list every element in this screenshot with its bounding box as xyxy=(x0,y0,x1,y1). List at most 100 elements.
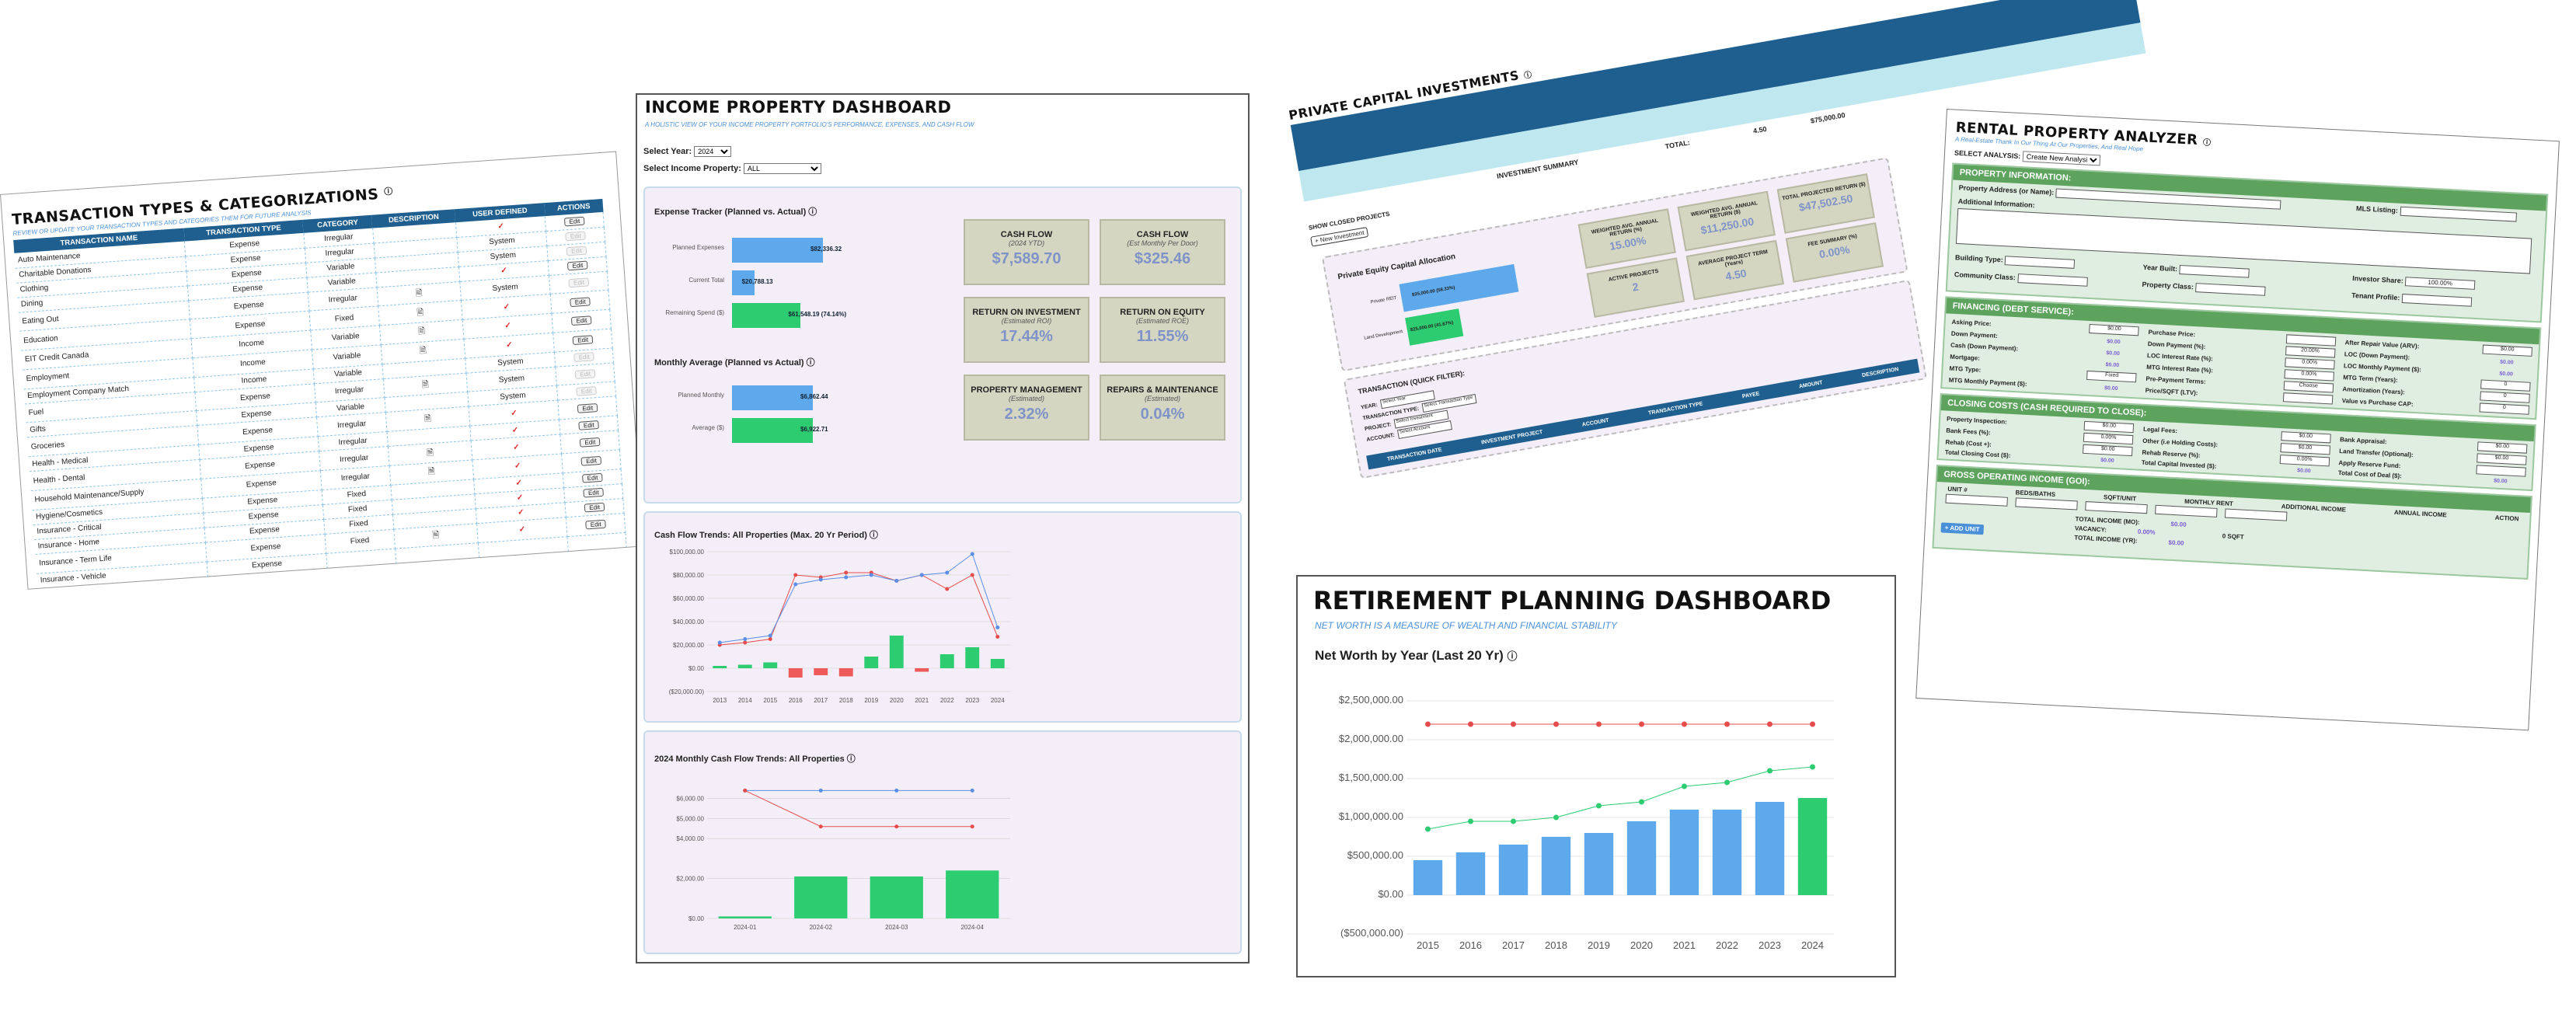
info-icon[interactable]: ⓘ xyxy=(1523,71,1533,81)
field-input[interactable]: 0.00% xyxy=(2284,357,2335,370)
line-point xyxy=(970,788,974,793)
building-type-select[interactable] xyxy=(2004,256,2076,269)
show-closed-toggle[interactable]: SHOW CLOSED PROJECTS xyxy=(1308,210,1391,232)
document-icon[interactable]: 🗎 xyxy=(421,380,430,390)
field-input[interactable]: $0.00 xyxy=(2104,385,2118,392)
field-input[interactable]: $0.00 xyxy=(2100,457,2114,464)
edit-button[interactable]: Edit xyxy=(578,420,600,430)
field-input[interactable]: $0.00 xyxy=(2482,344,2532,357)
info-icon[interactable]: ⓘ xyxy=(2202,138,2212,148)
field-label: Asking Price: xyxy=(1951,318,1992,327)
kpi-heading: PROPERTY MANAGEMENT xyxy=(971,385,1082,395)
beds-input[interactable] xyxy=(2015,497,2078,510)
info-icon[interactable]: ⓘ xyxy=(869,531,878,540)
field-input[interactable]: $0.00 xyxy=(2296,468,2311,475)
investor-share-input[interactable]: 100.00% xyxy=(2404,277,2476,290)
field-label: Legal Fees: xyxy=(2142,425,2178,434)
bar-fill xyxy=(732,238,823,263)
field-input[interactable]: 0 xyxy=(2479,402,2530,415)
info-icon[interactable]: ⓘ xyxy=(806,358,815,368)
x-tick-label: 2024-04 xyxy=(961,924,985,931)
select-year-dropdown[interactable]: 2024 xyxy=(694,146,732,157)
edit-button[interactable]: Edit xyxy=(572,335,594,346)
edit-button[interactable]: Edit xyxy=(566,246,587,256)
field-input[interactable]: $0.00 xyxy=(2105,361,2120,368)
info-icon[interactable]: ⓘ xyxy=(846,754,856,764)
document-icon[interactable]: 🗎 xyxy=(427,467,436,477)
kpi-card: PROPERTY MANAGEMENT (Estimated) 2.32% xyxy=(964,375,1089,441)
field-input[interactable]: $0.00 xyxy=(2083,444,2133,457)
field-input[interactable]: $0.00 xyxy=(2493,478,2508,485)
select-analysis-dropdown[interactable]: Create New Analysis xyxy=(2022,151,2101,166)
field-input[interactable] xyxy=(2285,334,2336,347)
info-icon[interactable]: ⓘ xyxy=(808,207,817,217)
document-icon[interactable]: 🗎 xyxy=(415,288,423,298)
property-class-select[interactable] xyxy=(2195,283,2266,296)
edit-button[interactable]: Edit xyxy=(584,502,605,513)
field-input[interactable]: $0.00 xyxy=(2477,441,2528,454)
field-input[interactable]: $0.00 xyxy=(2089,324,2139,336)
field-input[interactable]: $0.00 xyxy=(2106,350,2121,357)
field-input[interactable]: $0.00 xyxy=(2499,359,2514,366)
document-icon[interactable]: 🗎 xyxy=(417,308,424,318)
field-input[interactable]: 20.00% xyxy=(2285,346,2336,358)
tenant-profile-select[interactable] xyxy=(2401,294,2473,307)
document-icon[interactable]: 🗎 xyxy=(426,448,434,458)
pc-kpi-card: ACTIVE PROJECTS 2 xyxy=(1586,257,1685,318)
select-property-dropdown[interactable]: ALL xyxy=(744,163,821,174)
unit-input[interactable] xyxy=(1945,493,2008,507)
edit-button[interactable]: Edit xyxy=(567,260,588,271)
sqft-input[interactable] xyxy=(2085,501,2148,514)
y-tick-label: $4,000.00 xyxy=(676,835,704,842)
edit-button[interactable]: Edit xyxy=(570,297,591,307)
rent-input[interactable] xyxy=(2155,504,2218,517)
info-icon[interactable]: ⓘ xyxy=(1507,650,1518,662)
community-class-select[interactable] xyxy=(2017,274,2088,287)
edit-button[interactable]: Edit xyxy=(576,385,598,396)
field-input[interactable]: Choose xyxy=(2283,381,2334,393)
edit-button[interactable]: Edit xyxy=(573,352,594,363)
field-input[interactable]: $0.00 xyxy=(2280,443,2330,455)
edit-button[interactable]: Edit xyxy=(582,473,603,483)
add-unit-button[interactable]: + ADD UNIT xyxy=(1940,522,1984,535)
edit-button[interactable]: Edit xyxy=(564,216,585,227)
year-built-input[interactable] xyxy=(2179,264,2250,278)
field-label: Total Capital Invested ($): xyxy=(2141,458,2217,470)
field-input[interactable]: 0.00% xyxy=(2284,369,2334,382)
field-input[interactable]: $0.00 xyxy=(2107,338,2121,345)
edit-button[interactable]: Edit xyxy=(577,402,598,413)
edit-button[interactable]: Edit xyxy=(580,456,602,466)
info-icon[interactable]: ⓘ xyxy=(383,186,394,197)
field-input[interactable]: Fixed xyxy=(2086,370,2137,383)
field-input[interactable] xyxy=(2476,465,2526,477)
document-icon[interactable]: 🗎 xyxy=(432,530,440,541)
field-input[interactable]: 0 xyxy=(2480,379,2531,392)
field-input[interactable]: 0 xyxy=(2480,391,2530,403)
field-input[interactable] xyxy=(2282,392,2334,405)
field-input[interactable]: $0.00 xyxy=(2083,420,2135,434)
edit-button[interactable]: Edit xyxy=(585,519,607,530)
bar-label: Average ($) xyxy=(692,424,724,431)
field-input[interactable]: $0.00 xyxy=(2477,453,2527,465)
new-investment-button[interactable]: + New Investment xyxy=(1310,226,1369,247)
bar-value: $6,922.71 xyxy=(800,426,828,433)
field-label: Total Cost of Deal ($): xyxy=(2337,469,2403,480)
mls-input[interactable] xyxy=(2400,206,2517,222)
edit-button[interactable]: Edit xyxy=(574,369,596,379)
edit-button[interactable]: Edit xyxy=(571,315,592,326)
edit-button[interactable]: Edit xyxy=(568,277,590,288)
field-input[interactable]: 0.00% xyxy=(2279,455,2330,467)
field-input[interactable]: 0.00% xyxy=(2083,432,2134,445)
field-label: Total Closing Cost ($): xyxy=(1944,448,2011,459)
bar-row: Planned Monthly $6,862.44 xyxy=(654,382,957,415)
edit-button[interactable]: Edit xyxy=(580,437,601,448)
field-input[interactable]: $0.00 xyxy=(2280,431,2331,444)
field-input[interactable]: $0.00 xyxy=(2499,371,2514,378)
document-icon[interactable]: 🗎 xyxy=(419,346,427,357)
document-icon[interactable]: 🗎 xyxy=(424,413,432,424)
additional-income-input[interactable] xyxy=(2224,508,2288,521)
document-icon[interactable]: 🗎 xyxy=(417,326,426,337)
series-line xyxy=(744,789,973,828)
edit-button[interactable]: Edit xyxy=(583,488,605,498)
edit-button[interactable]: Edit xyxy=(565,231,587,242)
